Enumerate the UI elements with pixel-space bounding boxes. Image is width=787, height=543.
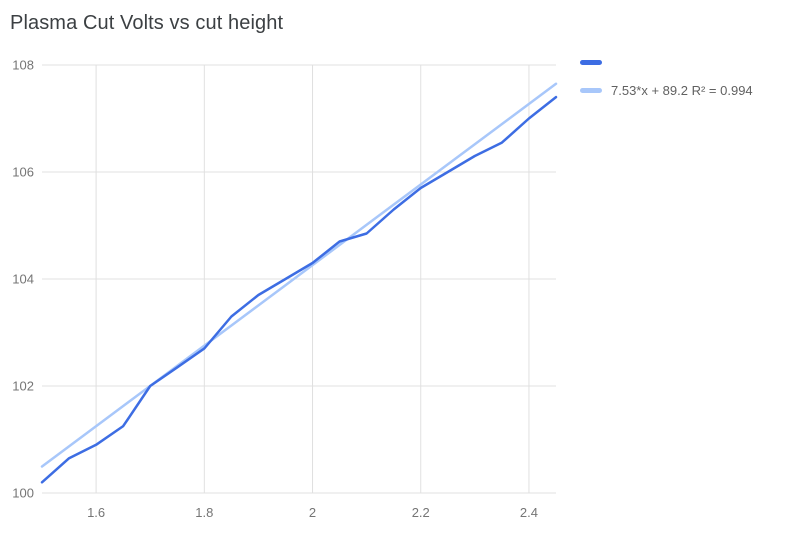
chart-title: Plasma Cut Volts vs cut height bbox=[10, 12, 284, 34]
x-tick-label: 2.4 bbox=[520, 505, 538, 520]
chart-legend: 7.53*x + 89.2 R² = 0.994 bbox=[580, 54, 753, 98]
data-series-line bbox=[40, 95, 558, 484]
trendline-legend-label: 7.53*x + 89.2 R² = 0.994 bbox=[611, 82, 753, 98]
trendline-legend-swatch bbox=[580, 87, 602, 93]
y-tick-label: 108 bbox=[12, 58, 34, 73]
x-tick-label: 1.6 bbox=[87, 505, 105, 520]
trendline bbox=[40, 82, 558, 468]
y-tick-label: 104 bbox=[12, 272, 34, 287]
y-tick-label: 106 bbox=[12, 165, 34, 180]
x-tick-label: 2 bbox=[309, 505, 316, 520]
legend-item-trendline: 7.53*x + 89.2 R² = 0.994 bbox=[580, 82, 753, 98]
y-tick-label: 100 bbox=[12, 486, 34, 501]
x-tick-label: 1.8 bbox=[195, 505, 213, 520]
legend-item-series bbox=[580, 54, 753, 70]
y-tick-label: 102 bbox=[12, 379, 34, 394]
series-legend-swatch bbox=[580, 59, 602, 65]
x-tick-label: 2.2 bbox=[412, 505, 430, 520]
